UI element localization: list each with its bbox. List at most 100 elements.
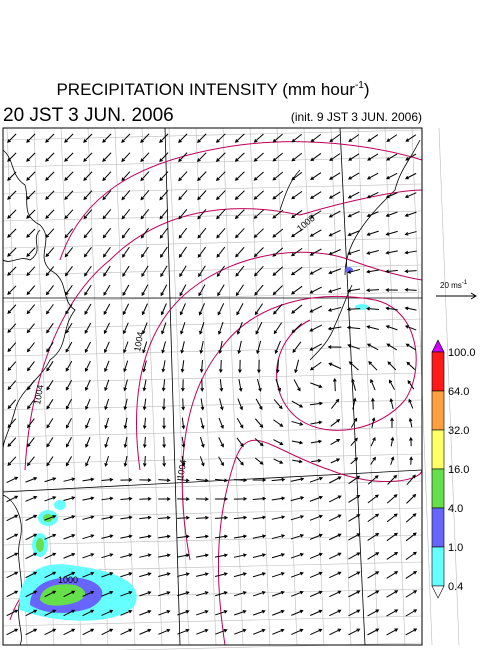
wind-arrow xyxy=(309,286,322,294)
wind-arrow xyxy=(309,248,322,256)
wind-arrow xyxy=(63,534,76,540)
wind-arrow xyxy=(218,437,224,448)
wind-arrow xyxy=(7,342,17,353)
wind-arrow xyxy=(385,269,398,274)
wind-arrow xyxy=(215,628,228,635)
wind-arrow xyxy=(6,552,19,560)
wind-arrow xyxy=(311,458,322,463)
wind-arrow xyxy=(101,496,114,501)
wind-arrow xyxy=(233,553,248,558)
wind-arrow xyxy=(329,571,342,579)
wind-arrow xyxy=(25,495,38,502)
wind-arrow xyxy=(291,190,303,200)
colorbar-label: 32.0 xyxy=(448,425,469,437)
wind-arrow xyxy=(44,628,57,636)
wind-arrow xyxy=(254,438,264,447)
colorbar-segment xyxy=(431,351,445,392)
wind-arrow xyxy=(180,341,185,354)
wind-arrow xyxy=(329,153,341,161)
wind-arrow xyxy=(405,343,416,351)
wind-arrow xyxy=(408,417,413,428)
wind-arrow xyxy=(178,190,188,201)
wind-arrow xyxy=(123,398,128,411)
wind-arrow xyxy=(44,496,57,502)
wind-arrow xyxy=(390,436,395,447)
grid-line xyxy=(2,453,423,465)
wind-arrow xyxy=(253,133,264,143)
wind-arrow xyxy=(271,590,285,597)
wind-arrow xyxy=(365,306,380,311)
wind-arrow xyxy=(46,323,54,334)
wind-arrow xyxy=(290,496,305,502)
wind-arrow xyxy=(328,287,342,293)
wind-arrow xyxy=(26,247,36,257)
wind-arrow xyxy=(368,361,378,371)
wind-arrow xyxy=(199,456,205,467)
wind-arrow xyxy=(161,379,166,392)
wind-arrow xyxy=(329,172,341,180)
wind-arrow xyxy=(82,553,95,559)
wind-arrow xyxy=(290,552,304,559)
wind-arrow xyxy=(389,398,394,410)
wind-arrow xyxy=(139,553,152,558)
wind-arrow xyxy=(386,571,399,579)
wind-arrow xyxy=(254,303,263,316)
wind-arrow xyxy=(386,513,398,523)
wind-arrow xyxy=(65,437,72,448)
wind-arrow xyxy=(101,477,114,482)
wind-arrow xyxy=(160,246,168,258)
wind-arrow xyxy=(329,552,342,560)
wind-arrow xyxy=(139,496,152,501)
wind-arrow xyxy=(84,265,92,277)
wind-arrow xyxy=(348,609,361,617)
wind-arrow xyxy=(82,628,95,636)
wind-arrow xyxy=(7,399,17,410)
frame-line xyxy=(339,127,366,646)
grid-line xyxy=(60,127,82,646)
wind-arrow xyxy=(7,361,17,372)
wind-arrow xyxy=(253,247,264,258)
wind-arrow xyxy=(253,209,264,219)
wind-arrow xyxy=(199,360,204,373)
wind-arrow xyxy=(178,246,187,258)
wind-arrow xyxy=(233,497,248,501)
wind-arrow xyxy=(120,572,133,578)
wind-arrow xyxy=(139,591,152,597)
wind-arrow xyxy=(121,209,131,220)
wind-arrow xyxy=(352,397,357,410)
wind-arrow xyxy=(404,172,417,180)
wind-arrow xyxy=(310,628,323,636)
grid-line xyxy=(2,372,423,384)
wind-arrow xyxy=(84,284,92,296)
wind-arrow xyxy=(388,379,395,390)
contour-label: 1000 xyxy=(58,575,78,585)
wind-arrow xyxy=(216,227,226,239)
wind-arrow xyxy=(385,250,398,255)
wind-arrow xyxy=(64,152,74,162)
wind-arrow xyxy=(120,553,133,558)
wind-arrow xyxy=(386,590,399,598)
wind-arrow xyxy=(348,514,361,522)
wind-arrow xyxy=(26,285,36,296)
wind-arrow xyxy=(120,628,133,635)
wind-arrow xyxy=(272,247,284,257)
wind-arrow xyxy=(346,325,361,330)
wind-arrow xyxy=(328,191,341,199)
wind-arrow xyxy=(386,494,398,504)
wind-arrow xyxy=(177,478,190,483)
wind-arrow xyxy=(63,552,76,559)
wind-arrow xyxy=(214,572,228,577)
wind-arrow xyxy=(142,360,147,373)
wind-arrow xyxy=(179,284,187,297)
wind-arrow xyxy=(234,152,245,162)
wind-arrow xyxy=(214,534,229,539)
wind-arrow xyxy=(45,171,55,181)
wind-arrow xyxy=(275,378,282,392)
wind-arrow xyxy=(177,610,190,616)
wind-arrow xyxy=(27,380,35,391)
wind-arrow xyxy=(216,246,226,258)
wind-arrow xyxy=(26,266,36,277)
wind-arrow xyxy=(83,190,93,201)
map-frame xyxy=(2,127,423,646)
wind-arrow xyxy=(218,417,224,430)
